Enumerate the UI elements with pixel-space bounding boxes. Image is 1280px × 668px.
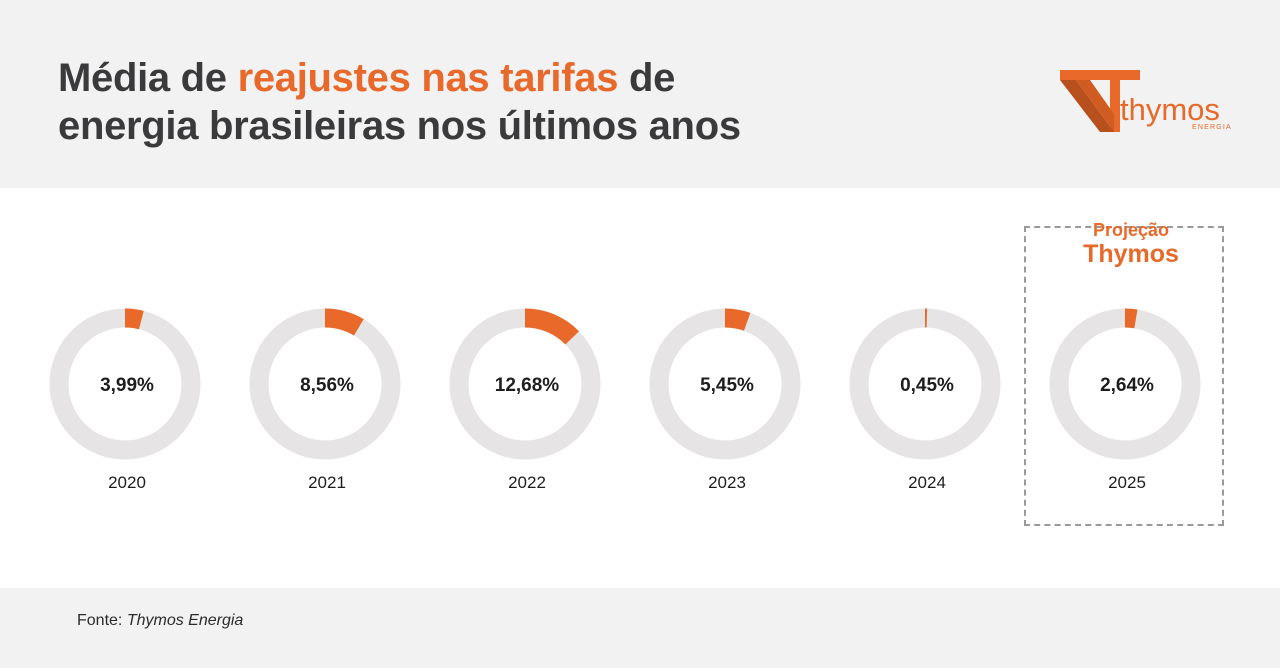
donut-segment <box>49 308 201 460</box>
thymos-logo-icon <box>1060 70 1140 132</box>
source-label: Fonte: <box>77 612 127 629</box>
title-line2: energia brasileiras nos últimos anos <box>58 104 741 148</box>
donut-2025: 2,64% 2025 <box>1049 308 1201 492</box>
year-label: 2020 <box>108 473 146 492</box>
donut-2021: 8,56% 2021 <box>249 308 401 492</box>
donut-value-label: 5,45% <box>700 375 754 396</box>
title-highlight: reajustes nas tarifas <box>237 56 619 100</box>
page-title: Média de reajustes nas tarifas de energi… <box>58 54 741 150</box>
donut-segment <box>849 308 1001 460</box>
source-value: Thymos Energia <box>126 612 244 629</box>
donut-chart: 3,99% 2020 8,56% 2021 12,68% 2022 5,45% 2023 0,4… <box>49 308 1201 492</box>
donut-2020: 3,99% 2020 <box>49 308 201 492</box>
donut-value-label: 12,68% <box>495 375 560 396</box>
projection-label-line1: Projeção <box>1092 220 1170 240</box>
header: Média de reajustes nas tarifas de energi… <box>0 0 1280 188</box>
title-part1: Média de <box>58 56 238 100</box>
title-part2: de <box>618 56 676 100</box>
donut-value-label: 3,99% <box>100 375 154 396</box>
donut-2022: 12,68% 2022 <box>449 308 601 492</box>
year-label: 2023 <box>708 473 746 492</box>
logo-wordmark: thymos <box>1120 92 1220 127</box>
donut-2024: 0,45% 2024 <box>849 308 1001 492</box>
projection-box <box>1024 226 1224 526</box>
year-label: 2022 <box>508 473 546 492</box>
footer: Fonte: Thymos Energia <box>0 588 1280 668</box>
donut-segment <box>649 308 801 460</box>
chart-area: Projeção Thymos 3,99% 2020 8,56% 2021 12,68%… <box>0 188 1280 588</box>
year-label: 2025 <box>1108 473 1146 492</box>
donut-segment <box>249 308 401 460</box>
year-label: 2024 <box>908 473 946 492</box>
donut-value-label: 0,45% <box>900 375 954 396</box>
logo-subtitle: ENERGIA <box>1192 124 1232 131</box>
donut-value-label: 8,56% <box>300 375 354 396</box>
year-label: 2021 <box>308 473 346 492</box>
projection-label-line2: Thymos <box>1083 240 1179 268</box>
donut-segment <box>1049 308 1201 460</box>
donut-value-label: 2,64% <box>1100 375 1154 396</box>
donut-2023: 5,45% 2023 <box>649 308 801 492</box>
donut-segment <box>449 308 601 460</box>
source-note: Fonte: Thymos Energia <box>77 612 243 630</box>
